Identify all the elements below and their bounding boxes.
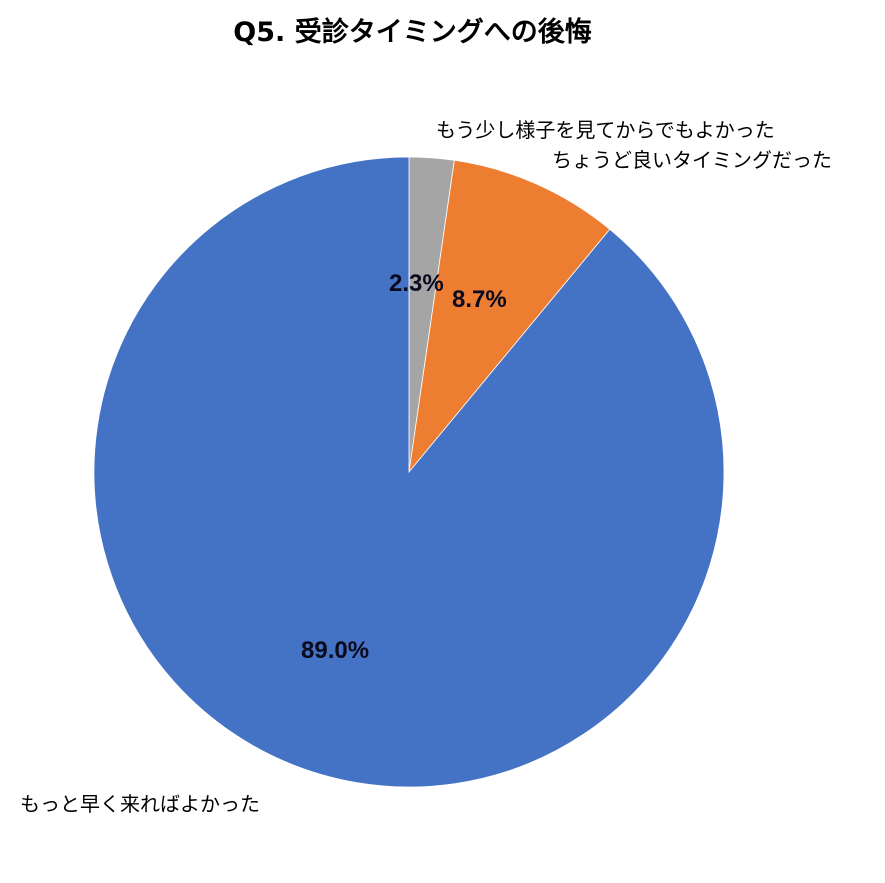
slice-come-earlier [93, 156, 725, 788]
label-wait-longer: もう少し様子を見てからでもよかった [436, 118, 775, 142]
value-label-gray: 2.3% [389, 270, 444, 297]
value-label-blue: 89.0% [301, 637, 370, 664]
chart-title-text: Q5. 受診タイミングへの後悔 [233, 17, 592, 48]
chart-title: Q5. 受診タイミングへの後悔 [0, 10, 885, 49]
slice-right-timing [408, 159, 611, 474]
label-right-timing: ちょうど良いタイミングだった [552, 148, 832, 172]
label-come-earlier: もっと早く来ればよかった [20, 792, 260, 816]
value-label-orange: 8.7% [452, 286, 507, 313]
